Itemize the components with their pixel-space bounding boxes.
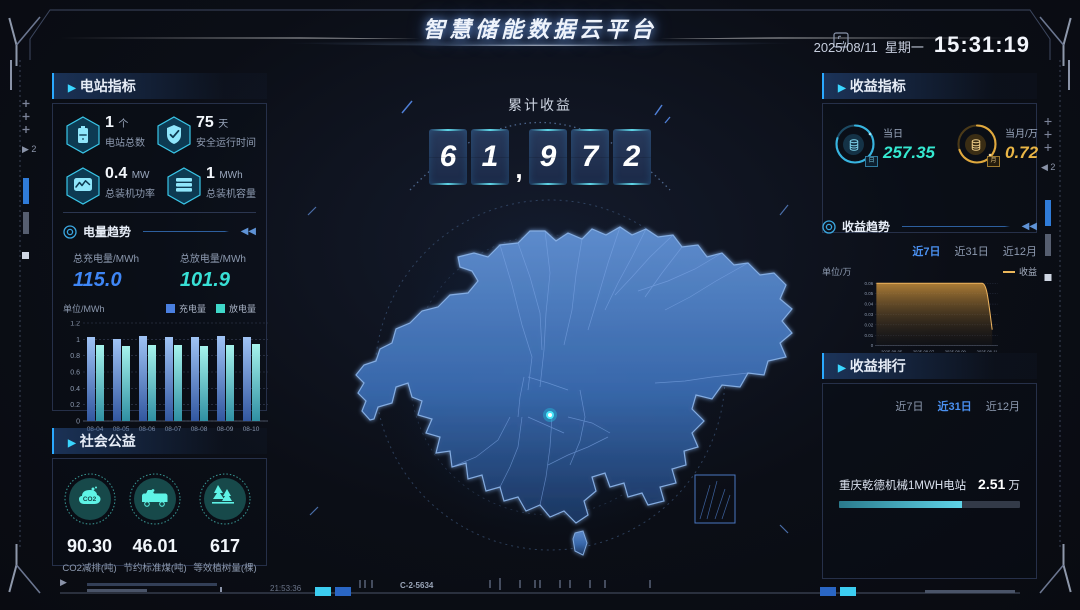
svg-text:0.6: 0.6	[70, 370, 80, 377]
svg-text:0.01: 0.01	[865, 333, 874, 338]
svg-text:0: 0	[76, 419, 80, 426]
svg-text:1.2: 1.2	[70, 321, 80, 328]
svg-text:0.05: 0.05	[865, 291, 874, 296]
svg-text:2025-08-05: 2025-08-05	[881, 349, 903, 352]
svg-text:0.02: 0.02	[865, 322, 874, 327]
svg-text:2025-08-07: 2025-08-07	[913, 349, 935, 352]
svg-text:0.8: 0.8	[70, 353, 80, 360]
svg-text:0.2: 0.2	[70, 402, 80, 409]
svg-text:C-2-5634: C-2-5634	[400, 581, 434, 590]
svg-text:0: 0	[871, 343, 874, 348]
svg-text:2025-08-11: 2025-08-11	[977, 349, 998, 352]
svg-text:2025-08-09: 2025-08-09	[945, 349, 967, 352]
svg-text:0.06: 0.06	[865, 282, 874, 286]
svg-text:CO2: CO2	[82, 496, 96, 503]
svg-text:0.04: 0.04	[865, 302, 874, 307]
svg-text:0.03: 0.03	[865, 312, 874, 317]
svg-text:0.4: 0.4	[70, 386, 80, 393]
svg-text:1: 1	[76, 337, 80, 344]
